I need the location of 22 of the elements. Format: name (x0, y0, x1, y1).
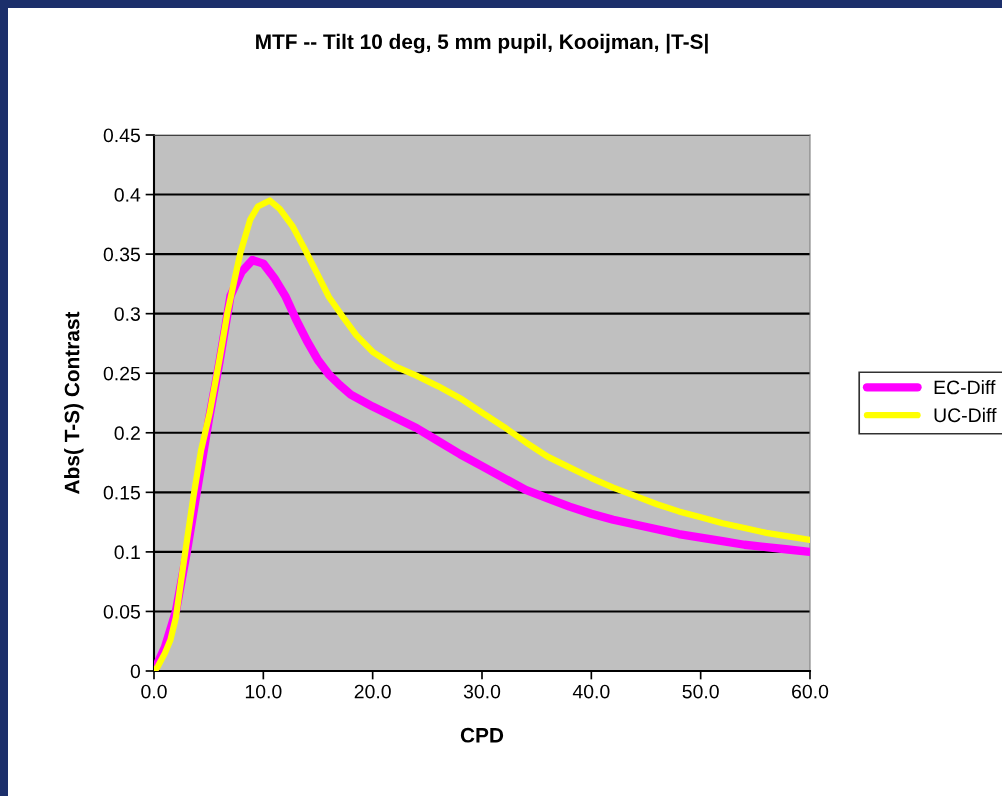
x-tick-label: 0.0 (141, 684, 167, 699)
chart-title: MTF -- Tilt 10 deg, 5 mm pupil, Kooijman, |T-S| (256, 33, 708, 54)
y-tick-label: 0.3 (114, 307, 140, 321)
y-tick-label: 0.15 (103, 485, 140, 500)
y-axis-title: Abs( T-S) Contrast (64, 311, 84, 494)
y-tick-label: 0.45 (103, 128, 140, 143)
x-tick-label: 50.0 (682, 684, 719, 699)
x-axis-title: CPD (460, 727, 504, 743)
x-tick-label: 10.0 (245, 684, 282, 699)
y-tick-label: 0.2 (114, 426, 140, 441)
y-tick-label: 0.35 (103, 247, 140, 262)
x-tick-label: 40.0 (572, 684, 610, 699)
y-tick-label: 0.4 (114, 188, 141, 202)
x-tick-label: 30.0 (463, 684, 501, 699)
y-tick-label: 0.25 (103, 366, 140, 381)
legend-label: EC-Diff (934, 380, 996, 395)
x-tick-label: 60.0 (792, 684, 829, 699)
y-tick-label: 0 (130, 664, 141, 679)
y-tick-label: 0.05 (103, 604, 140, 619)
x-tick-label: 20.0 (354, 684, 391, 699)
y-tick-label: 0.1 (114, 545, 140, 560)
legend-label: UC-Diff (934, 407, 997, 423)
